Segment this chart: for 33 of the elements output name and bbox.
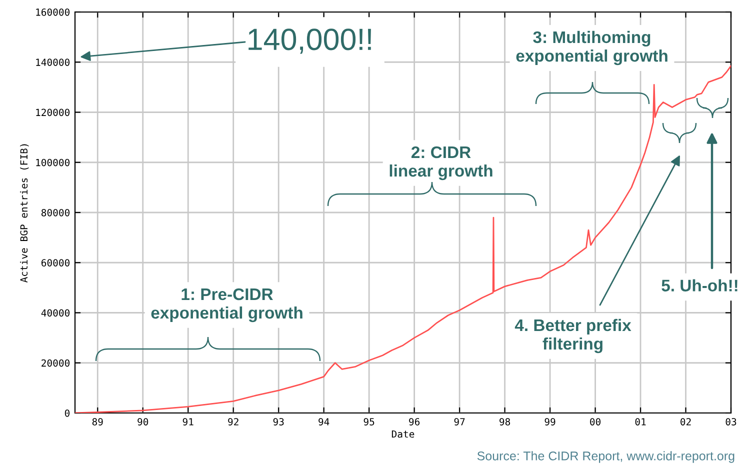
x-axis-title: Date [392, 430, 414, 438]
y-tick-label: 100000 [36, 158, 70, 166]
x-tick-label: 93 [273, 418, 284, 426]
x-tick-label: 01 [635, 418, 646, 426]
y-tick-label: 140000 [36, 58, 70, 66]
annotation: 3: Multihoming exponential growth [516, 30, 668, 66]
annotation: 5. Uh-oh!! [662, 279, 738, 292]
y-tick-label: 160000 [36, 8, 70, 16]
x-tick-label: 90 [138, 418, 148, 426]
y-tick-label: 60000 [42, 259, 70, 266]
x-tick-label: 92 [228, 418, 238, 426]
x-tick-label: 96 [409, 418, 420, 426]
y-tick-label: 80000 [41, 209, 70, 216]
x-tick-label: 97 [454, 418, 465, 426]
x-tick-label: 95 [364, 418, 374, 426]
y-axis-title: Active BGP entries (FIB) [20, 144, 29, 283]
annotation: 4. Better prefix filtering [514, 318, 632, 354]
x-tick-label: 00 [590, 418, 600, 426]
x-tick-label: 91 [182, 418, 194, 426]
y-tick-label: 0 [64, 410, 70, 417]
y-tick-label: 120000 [36, 108, 70, 116]
y-tick-label: 40000 [41, 309, 70, 317]
annotation: 140,000!! [248, 28, 371, 54]
x-tick-label: 89 [92, 418, 103, 426]
x-tick-label: 03 [726, 418, 736, 426]
x-tick-label: 02 [680, 418, 691, 426]
source-note: Source: The CIDR Report, www.cidr-report.org [477, 451, 734, 463]
annotation: 1: Pre-CIDR exponential growth [151, 288, 302, 322]
x-tick-label: 99 [544, 418, 556, 426]
x-tick-label: 98 [500, 418, 510, 426]
x-tick-label: 94 [318, 418, 330, 426]
y-tick-label: 20000 [42, 359, 70, 367]
annotation: 2: CIDR linear growth [390, 146, 492, 180]
